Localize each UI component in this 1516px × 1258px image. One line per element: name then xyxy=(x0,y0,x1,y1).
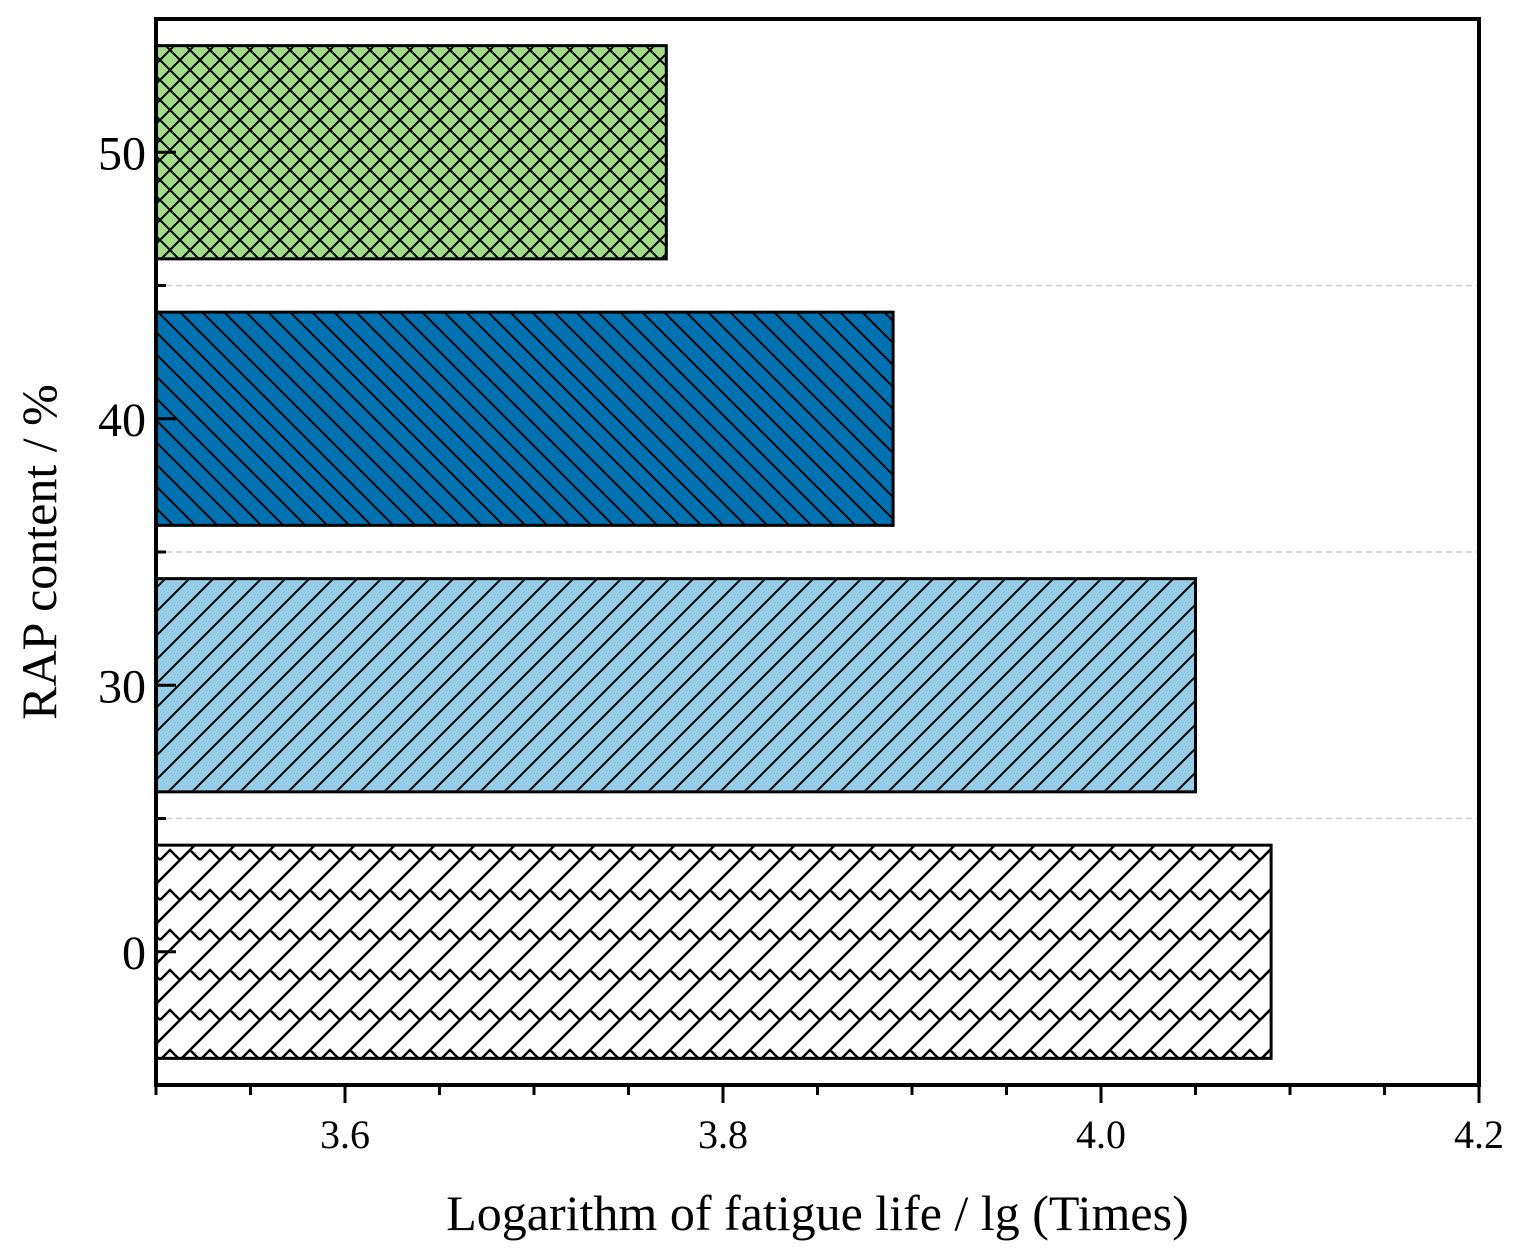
bar-30 xyxy=(154,577,1197,794)
bar-pattern xyxy=(154,44,668,261)
bars xyxy=(154,44,1273,1060)
x-tick-label: 4.2 xyxy=(1454,1112,1504,1157)
y-tick-label: 0 xyxy=(122,927,146,980)
bar-40 xyxy=(154,310,895,527)
bar-pattern xyxy=(154,577,1197,794)
y-tick-label: 50 xyxy=(98,127,146,180)
y-axis-ticks: 0 30 40 50 xyxy=(98,127,176,980)
y-tick-label: 30 xyxy=(98,660,146,713)
bar-50 xyxy=(154,44,668,261)
y-axis-title: RAP content / % xyxy=(11,384,67,720)
bar-pattern xyxy=(154,310,895,527)
bar-0 xyxy=(154,843,1273,1060)
grid-lines xyxy=(156,284,1479,820)
y-tick-label: 40 xyxy=(98,394,146,447)
bar-pattern xyxy=(154,843,1273,1060)
x-axis-title: Logarithm of fatigue life / lg (Times) xyxy=(446,1185,1188,1241)
x-tick-label: 3.6 xyxy=(320,1112,370,1157)
x-axis-ticks: 3.6 3.8 4.0 4.2 xyxy=(154,1085,1504,1157)
x-tick-label: 4.0 xyxy=(1076,1112,1126,1157)
x-tick-label: 3.8 xyxy=(698,1112,748,1157)
